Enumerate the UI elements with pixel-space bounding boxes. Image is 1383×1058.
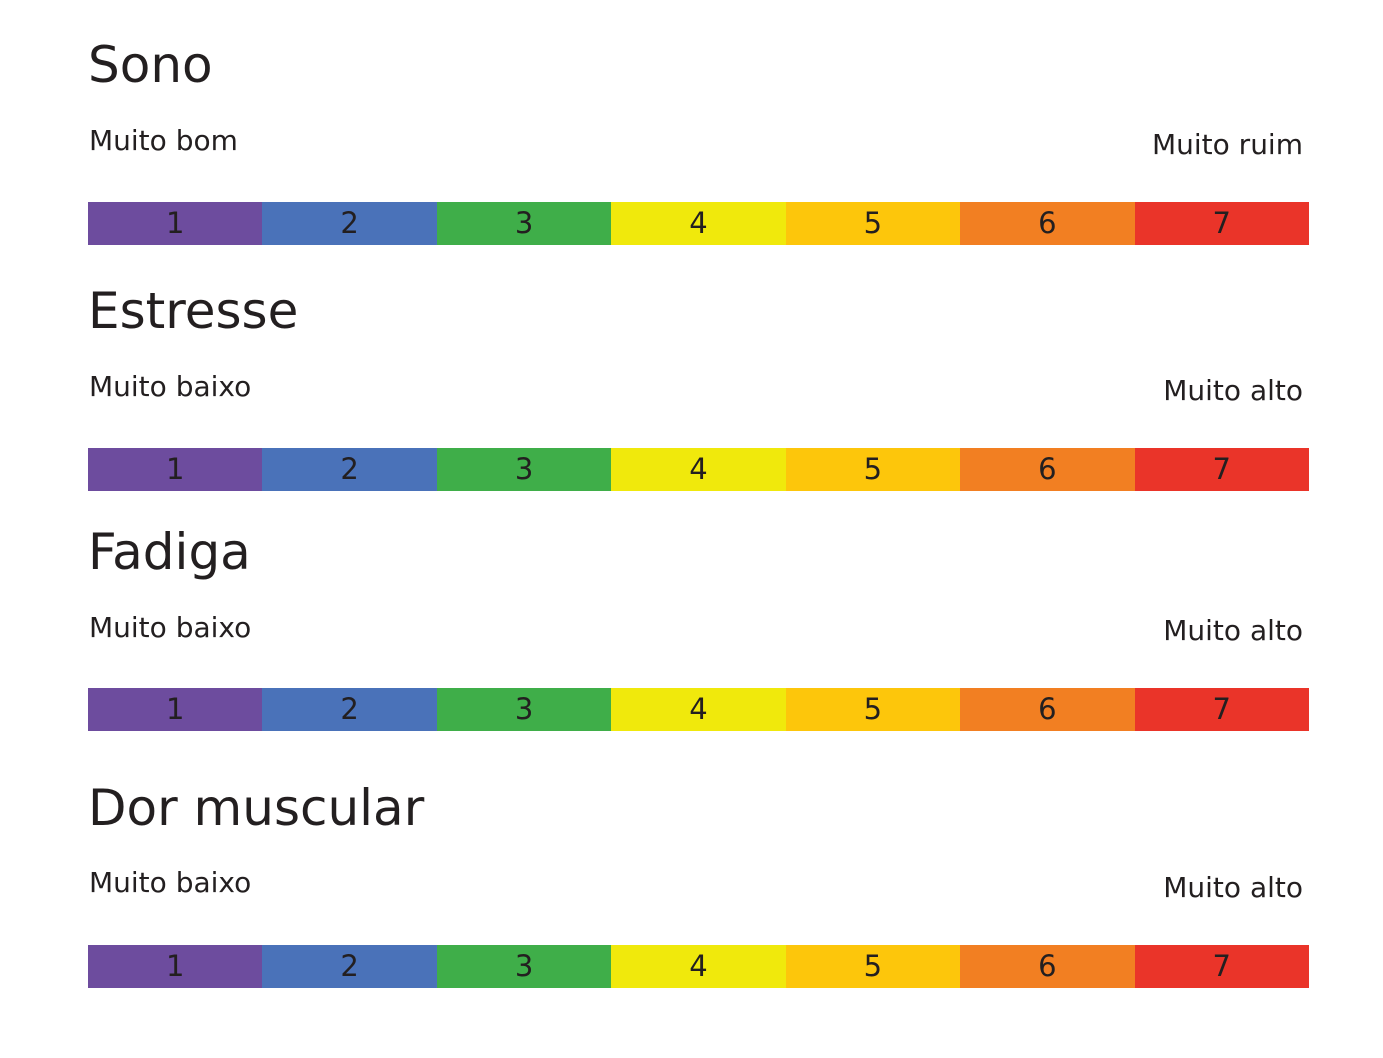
rating-option-7[interactable]: 7	[1134, 202, 1309, 245]
scale-min-label: Muito baixo	[89, 370, 252, 403]
rating-scale: 1 2 3 4 5 6 7	[88, 688, 1309, 731]
rating-option-6[interactable]: 6	[960, 945, 1135, 988]
rating-option-6[interactable]: 6	[960, 688, 1135, 731]
scale-max-label: Muito ruim	[1151, 128, 1303, 161]
rating-option-5[interactable]: 5	[785, 688, 961, 731]
section-title: Estresse	[88, 282, 299, 340]
rating-option-4[interactable]: 4	[611, 202, 786, 245]
scale-min-label: Muito bom	[89, 124, 238, 157]
rating-scale: 1 2 3 4 5 6 7	[88, 945, 1309, 988]
section-title: Fadiga	[88, 523, 251, 581]
rating-option-2[interactable]: 2	[262, 202, 437, 245]
rating-option-1[interactable]: 1	[88, 945, 263, 988]
rating-option-5[interactable]: 5	[785, 945, 961, 988]
rating-scale: 1 2 3 4 5 6 7	[88, 202, 1309, 245]
scale-max-label: Muito alto	[1163, 871, 1303, 904]
rating-option-1[interactable]: 1	[88, 448, 263, 491]
rating-option-4[interactable]: 4	[611, 945, 786, 988]
rating-option-2[interactable]: 2	[262, 945, 437, 988]
scale-min-label: Muito baixo	[89, 866, 252, 899]
rating-option-2[interactable]: 2	[262, 448, 437, 491]
scale-max-label: Muito alto	[1163, 614, 1303, 647]
rating-option-1[interactable]: 1	[88, 688, 263, 731]
rating-option-2[interactable]: 2	[262, 688, 437, 731]
rating-option-5[interactable]: 5	[785, 448, 961, 491]
rating-option-7[interactable]: 7	[1134, 945, 1309, 988]
section-title: Dor muscular	[88, 779, 425, 837]
rating-option-4[interactable]: 4	[611, 448, 786, 491]
scale-min-label: Muito baixo	[89, 611, 252, 644]
rating-option-6[interactable]: 6	[960, 202, 1135, 245]
rating-option-4[interactable]: 4	[611, 688, 786, 731]
rating-option-7[interactable]: 7	[1134, 448, 1309, 491]
rating-option-1[interactable]: 1	[88, 202, 263, 245]
rating-scale: 1 2 3 4 5 6 7	[88, 448, 1309, 491]
section-title: Sono	[88, 36, 213, 94]
scale-max-label: Muito alto	[1163, 374, 1303, 407]
rating-option-7[interactable]: 7	[1134, 688, 1309, 731]
rating-option-3[interactable]: 3	[436, 945, 612, 988]
rating-option-3[interactable]: 3	[436, 448, 612, 491]
rating-option-3[interactable]: 3	[436, 688, 612, 731]
rating-option-5[interactable]: 5	[785, 202, 961, 245]
rating-option-3[interactable]: 3	[436, 202, 612, 245]
rating-option-6[interactable]: 6	[960, 448, 1135, 491]
